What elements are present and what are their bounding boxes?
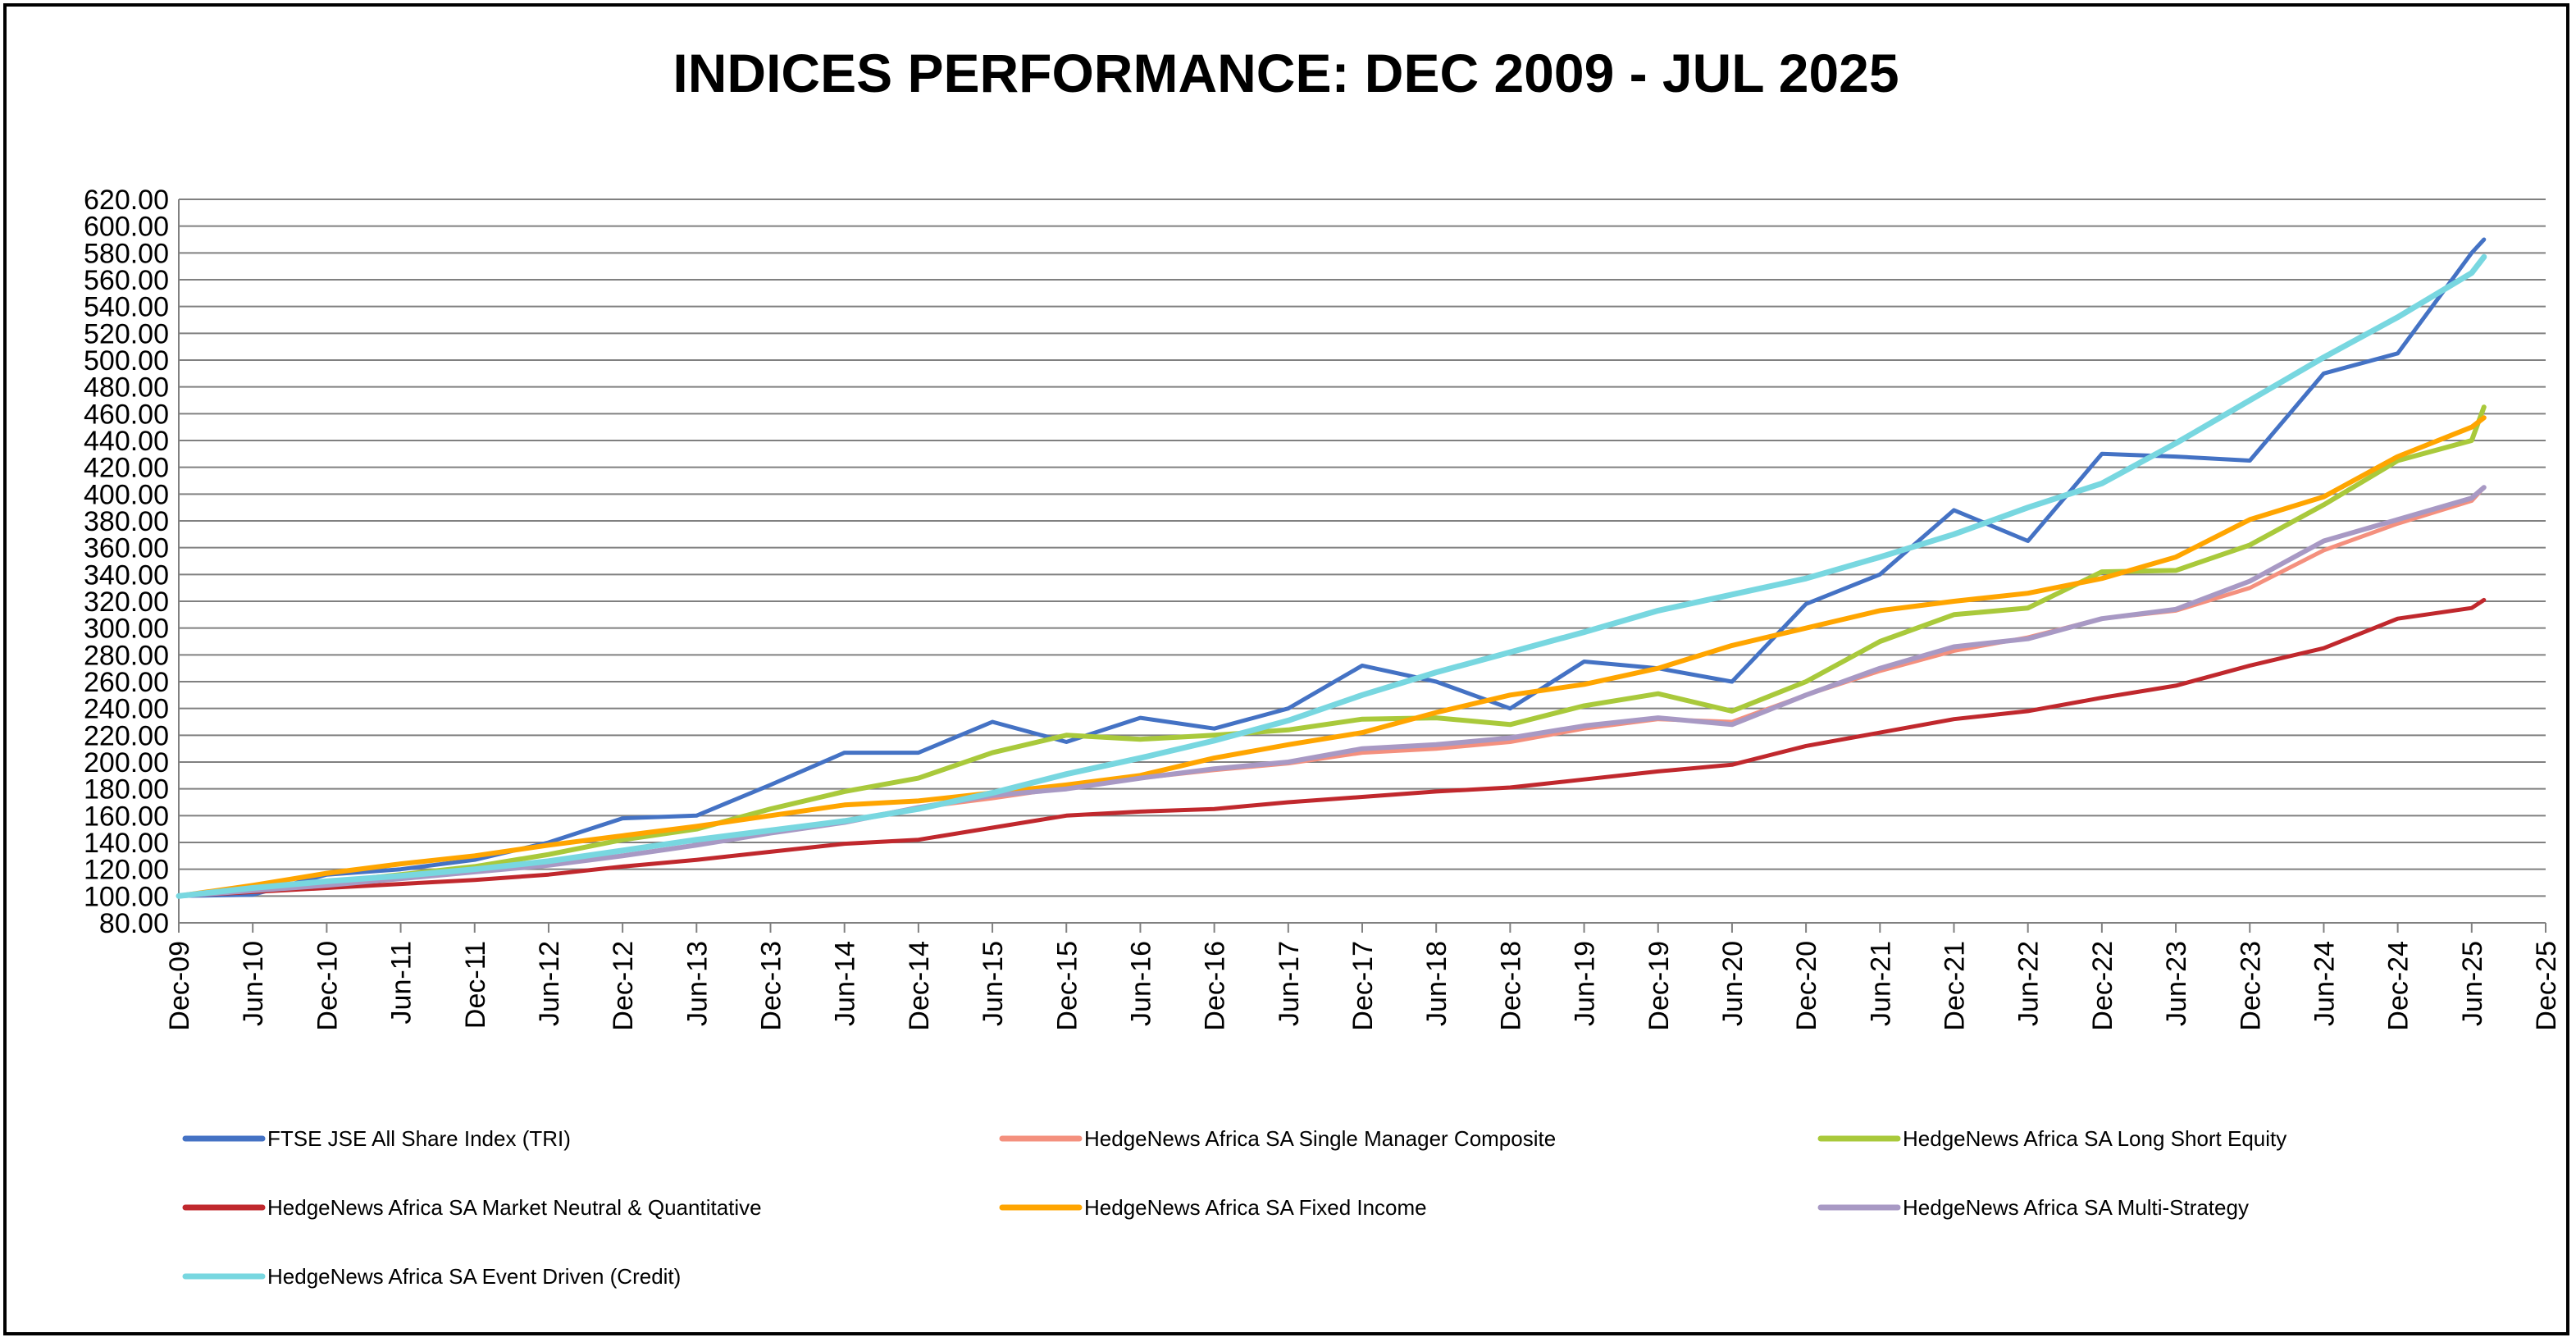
y-tick-label: 160.00 (84, 801, 169, 832)
y-tick-label: 560.00 (84, 265, 169, 296)
x-tick-label: Dec-19 (1644, 941, 1675, 1031)
y-tick-label: 240.00 (84, 694, 169, 725)
y-tick-label: 480.00 (84, 372, 169, 404)
x-tick-label: Jun-10 (238, 941, 269, 1026)
x-tick-label: Dec-23 (2235, 941, 2266, 1031)
series-line-6 (176, 485, 2487, 899)
y-tick-label: 520.00 (84, 318, 169, 349)
x-tick-label: Jun-25 (2457, 941, 2488, 1026)
axis-layer: 80.00100.00120.00140.00160.00180.00200.0… (84, 185, 2562, 1031)
x-tick-label: Jun-18 (1421, 941, 1452, 1026)
y-tick-label: 220.00 (84, 720, 169, 751)
x-tick-label: Jun-14 (830, 941, 861, 1026)
y-tick-label: 400.00 (84, 479, 169, 510)
x-tick-label: Dec-20 (1791, 941, 1822, 1031)
y-tick-label: 620.00 (84, 185, 169, 216)
x-tick-label: Jun-24 (2309, 941, 2340, 1026)
legend-label: HedgeNews Africa SA Multi-Strategy (1903, 1195, 2249, 1220)
legend-item: FTSE JSE All Share Index (TRI) (182, 1126, 571, 1151)
x-tick-label: Dec-13 (756, 941, 787, 1031)
x-tick-label: Dec-11 (460, 941, 491, 1029)
y-tick-label: 80.00 (99, 908, 169, 939)
x-tick-label: Jun-15 (978, 941, 1009, 1026)
series-line-5 (176, 415, 2487, 899)
legend-label: FTSE JSE All Share Index (TRI) (267, 1126, 571, 1151)
chart-title: INDICES PERFORMANCE: DEC 2009 - JUL 2025 (672, 43, 1899, 103)
legend: FTSE JSE All Share Index (TRI) HedgeNews … (182, 1126, 2286, 1289)
y-tick-label: 580.00 (84, 238, 169, 269)
y-tick-label: 320.00 (84, 587, 169, 618)
legend-label: HedgeNews Africa SA Fixed Income (1084, 1195, 1427, 1220)
x-tick-label: Jun-16 (1125, 941, 1156, 1026)
x-tick-label: Dec-12 (608, 941, 639, 1031)
y-tick-label: 180.00 (84, 774, 169, 806)
x-tick-label: Dec-22 (2087, 941, 2118, 1031)
y-tick-label: 120.00 (84, 855, 169, 886)
y-tick-label: 500.00 (84, 345, 169, 377)
y-tick-label: 420.00 (84, 453, 169, 484)
series-line-4 (176, 597, 2487, 898)
legend-item: HedgeNews Africa SA Fixed Income (999, 1195, 1427, 1220)
legend-label: HedgeNews Africa SA Event Driven (Credit… (267, 1264, 681, 1289)
x-tick-label: Jun-11 (386, 941, 417, 1024)
y-tick-label: 460.00 (84, 399, 169, 430)
x-tick-label: Jun-17 (1274, 941, 1305, 1026)
legend-item: HedgeNews Africa SA Market Neutral & Qua… (182, 1195, 762, 1220)
x-tick-label: Dec-10 (312, 941, 343, 1031)
x-tick-label: Dec-15 (1051, 941, 1083, 1031)
x-tick-label: Dec-25 (2531, 941, 2562, 1031)
x-tick-label: Dec-24 (2383, 941, 2414, 1031)
series-line-3 (176, 404, 2487, 899)
x-tick-label: Jun-21 (1865, 941, 1896, 1026)
x-tick-label: Dec-14 (904, 941, 935, 1031)
legend-item: HedgeNews Africa SA Event Driven (Credit… (182, 1264, 681, 1289)
x-tick-label: Dec-21 (1940, 941, 1971, 1031)
legend-item: HedgeNews Africa SA Single Manager Compo… (999, 1126, 1556, 1151)
x-tick-label: Jun-19 (1570, 941, 1601, 1026)
y-tick-label: 440.00 (84, 426, 169, 457)
y-tick-label: 140.00 (84, 828, 169, 859)
y-tick-label: 300.00 (84, 614, 169, 645)
y-tick-label: 260.00 (84, 667, 169, 698)
y-tick-label: 540.00 (84, 292, 169, 323)
y-tick-label: 200.00 (84, 747, 169, 778)
x-tick-label: Dec-17 (1347, 941, 1379, 1031)
x-tick-label: Jun-12 (534, 941, 565, 1026)
x-tick-label: Jun-22 (2013, 941, 2045, 1026)
x-tick-label: Jun-23 (2161, 941, 2192, 1026)
x-tick-label: Jun-20 (1717, 941, 1748, 1026)
y-tick-label: 100.00 (84, 881, 169, 912)
x-tick-label: Dec-18 (1495, 941, 1526, 1031)
y-tick-label: 340.00 (84, 559, 169, 591)
y-tick-label: 280.00 (84, 640, 169, 671)
grid-layer (179, 199, 2546, 924)
y-tick-label: 600.00 (84, 212, 169, 243)
x-tick-label: Dec-16 (1200, 941, 1231, 1031)
legend-label: HedgeNews Africa SA Single Manager Compo… (1084, 1126, 1556, 1151)
legend-label: HedgeNews Africa SA Market Neutral & Qua… (267, 1195, 762, 1220)
y-tick-label: 380.00 (84, 506, 169, 537)
x-tick-label: Dec-09 (164, 941, 195, 1031)
x-tick-label: Jun-13 (682, 941, 713, 1026)
series-line-7 (176, 253, 2487, 899)
series-layer (176, 237, 2487, 899)
legend-item: HedgeNews Africa SA Multi-Strategy (1817, 1195, 2249, 1220)
legend-item: HedgeNews Africa SA Long Short Equity (1817, 1126, 2286, 1151)
legend-label: HedgeNews Africa SA Long Short Equity (1903, 1126, 2286, 1151)
y-tick-label: 360.00 (84, 533, 169, 564)
